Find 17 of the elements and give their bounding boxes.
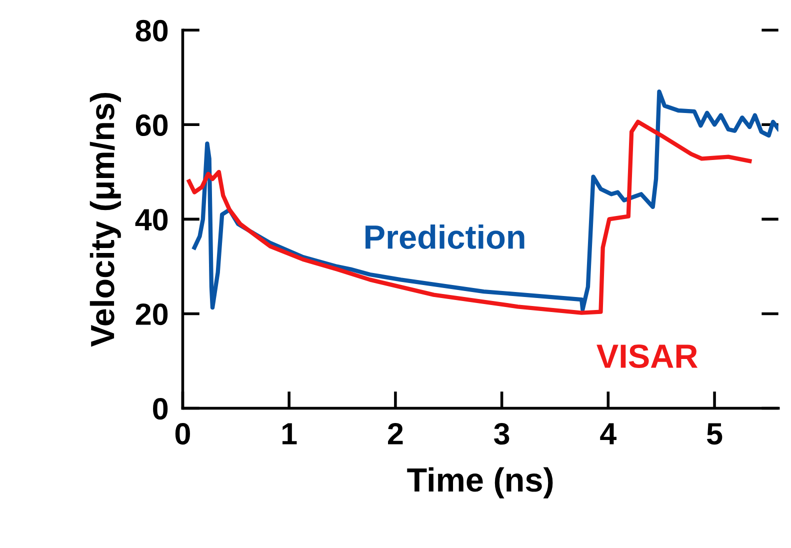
y-tick-label: 20: [136, 303, 168, 326]
x-tick-label: 3: [494, 422, 510, 445]
x-tick-label: 1: [282, 423, 297, 444]
y-tick-label: 60: [136, 114, 168, 136]
line-series: [187, 120, 752, 315]
series-label: Prediction: [366, 224, 524, 249]
x-tick-label: 0: [175, 422, 190, 445]
x-tick-label: 2: [388, 422, 403, 444]
x-axis-title: Time (ns): [407, 467, 553, 498]
x-tick-label: 4: [600, 423, 616, 444]
line-series: [192, 90, 778, 312]
series-label: VISAR: [596, 344, 698, 368]
y-tick-label: 80: [136, 20, 168, 42]
x-tick-label: 5: [706, 423, 722, 445]
y-axis-title: Velocity (μm/ns): [90, 93, 121, 347]
y-tick-label: 40: [135, 208, 168, 231]
y-tick-label: 0: [153, 398, 168, 420]
